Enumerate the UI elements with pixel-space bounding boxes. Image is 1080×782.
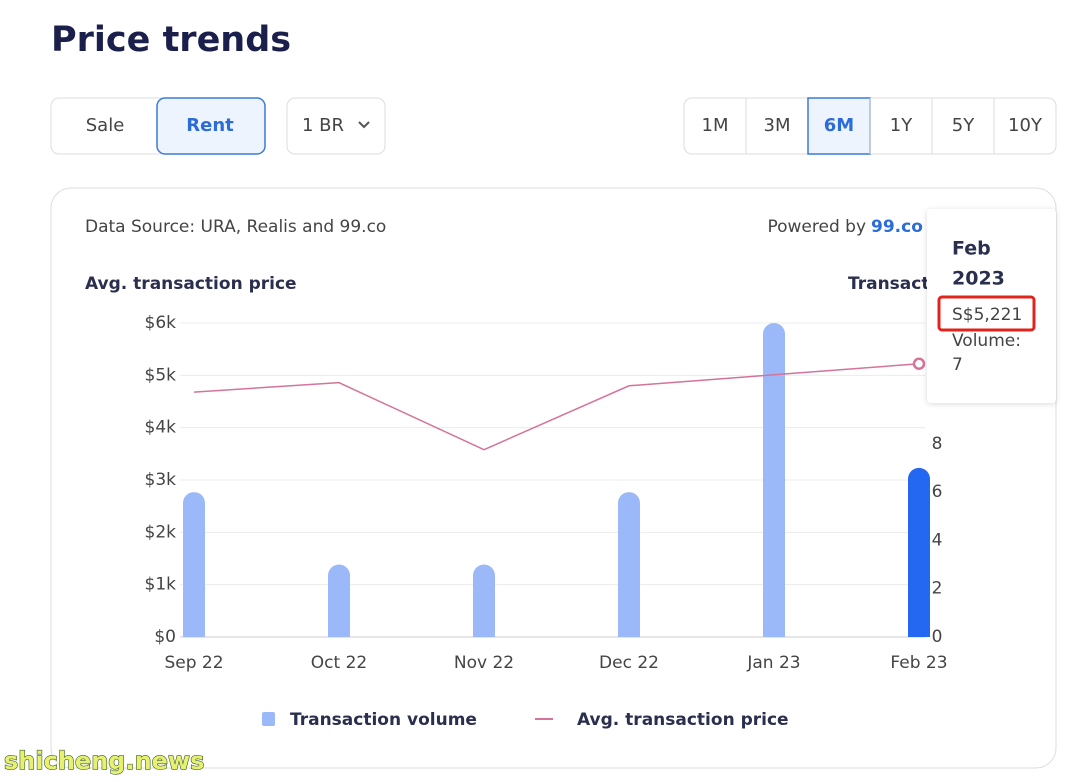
legend: Transaction volume Avg. transaction price xyxy=(262,710,789,730)
y-tick-label: $0 xyxy=(154,627,176,647)
tooltip-volume-label: Volume: xyxy=(952,331,1021,351)
range-label: 1Y xyxy=(890,115,913,136)
bar xyxy=(763,323,785,637)
highlight-box xyxy=(937,295,1036,332)
plot: $0 $1k $2k $3k $4k $5k $6k 0 2 4 6 8 Sep 22 Oct 22 Nov… xyxy=(145,313,948,673)
tooltip-title: Feb xyxy=(952,238,991,260)
y-tick-label: $6k xyxy=(145,313,177,333)
y-tick-label: $1k xyxy=(145,575,177,595)
range-label: 10Y xyxy=(1008,115,1043,136)
y-tick-label: $4k xyxy=(145,418,177,438)
tooltip: Feb 2023 S$5,221 Volume: 7 xyxy=(927,209,1056,403)
tab-group: Sale Rent xyxy=(50,97,266,155)
bar xyxy=(618,492,640,637)
x-tick-label: Dec 22 xyxy=(599,653,659,673)
legend-label: Avg. transaction price xyxy=(577,710,789,730)
y-tick-label: $2k xyxy=(145,522,177,542)
x-tick-label: Feb 23 xyxy=(890,653,947,673)
dropdown[interactable] xyxy=(286,97,386,155)
price-line xyxy=(193,363,920,451)
y-tick-label: $3k xyxy=(145,470,177,490)
tooltip-title: 2023 xyxy=(952,268,1005,290)
range-group: 1M 3M 6M 1Y 5Y 10Y xyxy=(683,97,1057,155)
chart-card xyxy=(50,187,1057,769)
range-label: 1M xyxy=(702,115,729,136)
active-point xyxy=(912,357,926,371)
range-label: 5Y xyxy=(952,115,975,136)
chevron xyxy=(358,121,370,129)
tooltip-box xyxy=(927,209,1056,403)
y-tick-label: $5k xyxy=(145,365,177,385)
x-tick-label: Sep 22 xyxy=(164,653,223,673)
range-selected[interactable] xyxy=(807,97,871,155)
x-tick-label: Jan 23 xyxy=(746,653,800,673)
tooltip-volume: 7 xyxy=(952,355,963,375)
tab-selected[interactable] xyxy=(156,97,266,155)
data-source: Data Source: URA, Realis and 99.co xyxy=(85,217,386,237)
bar xyxy=(183,492,205,637)
tab-label: Sale xyxy=(86,115,125,136)
bar xyxy=(473,564,495,637)
legend-swatch xyxy=(262,712,275,726)
y2-tick-label: 0 xyxy=(932,627,943,647)
y2-tick-label: 6 xyxy=(932,482,943,502)
powered-by: Powered by xyxy=(767,217,866,237)
y2-tick-label: 4 xyxy=(932,530,943,550)
bar xyxy=(908,467,930,637)
range-label: 6M xyxy=(824,115,854,136)
x-tick-label: Oct 22 xyxy=(311,653,367,673)
watermark: shicheng.news xyxy=(4,747,204,775)
tab-label: Rent xyxy=(186,115,234,136)
brand: 99.co xyxy=(871,217,923,237)
bar xyxy=(328,564,350,637)
dropdown-label: 1 BR xyxy=(302,115,344,136)
legend-label: Transaction volume xyxy=(290,710,477,730)
y2-tick-label: 8 xyxy=(932,434,943,454)
x-tick-label: Nov 22 xyxy=(454,653,514,673)
y2-tick-label: 2 xyxy=(932,579,943,599)
range-label: 3M xyxy=(764,115,791,136)
tooltip-price: S$5,221 xyxy=(952,305,1022,325)
y-axis-title: Avg. transaction price xyxy=(85,274,297,294)
page-title: Price trends xyxy=(51,20,291,60)
